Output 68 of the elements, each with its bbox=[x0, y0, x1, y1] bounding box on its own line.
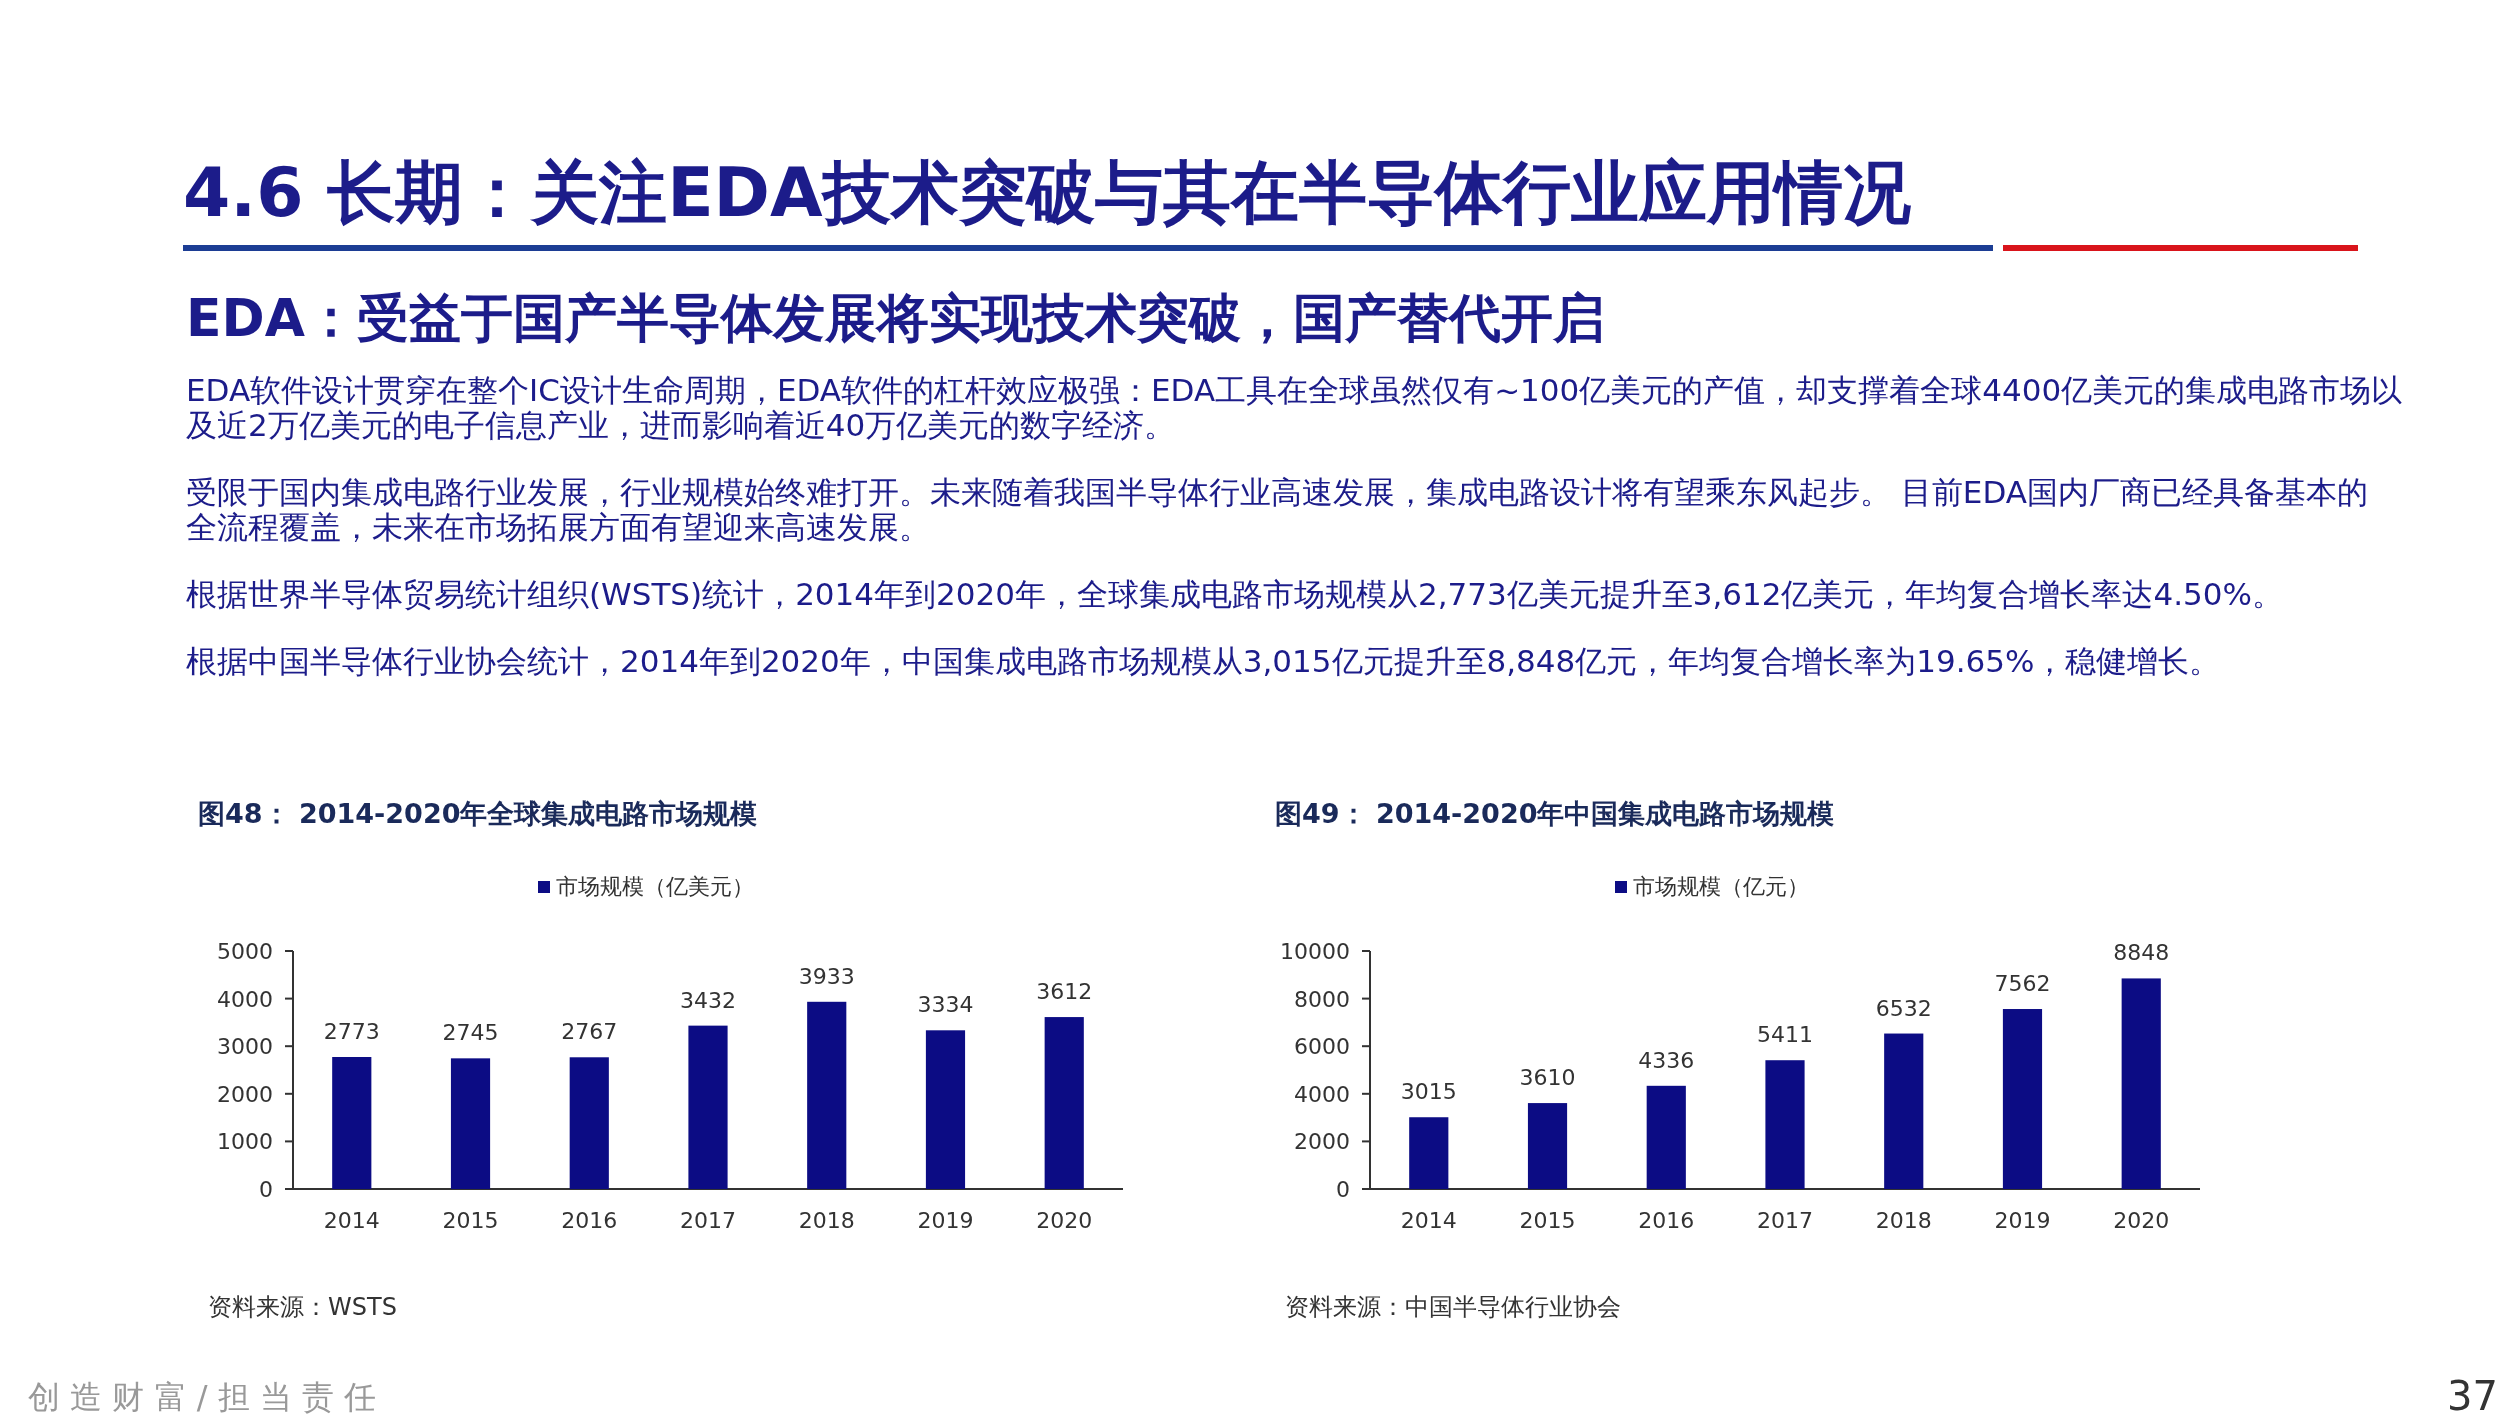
bar bbox=[1765, 1060, 1805, 1189]
x-tick-label: 2017 bbox=[680, 1208, 736, 1233]
x-tick-label: 2018 bbox=[798, 1208, 855, 1233]
data-label: 4336 bbox=[1638, 1047, 1695, 1073]
bar bbox=[2002, 1009, 2043, 1189]
data-label: 3432 bbox=[680, 987, 736, 1013]
text: EDA软件设计贯穿在整个IC设计生命周期，EDA软件的杠杆效应极强：EDA工具在全球虽然仅有~100亿美元的产值，却支撑着全球4400亿美元的集成电路市场以及近2万亿美元的电子信息产业，进而影响着近40万亿美元的数字经济。 bbox=[186, 372, 2403, 443]
y-tick-label: 3000 bbox=[217, 1034, 273, 1060]
data-label: 8848 bbox=[2113, 940, 2170, 966]
bar bbox=[332, 1057, 372, 1190]
data-label: 2767 bbox=[561, 1019, 618, 1045]
bar bbox=[2121, 978, 2161, 1189]
text: 根据中国半导体行业协会统计，2014年到2020年，中国集成电路市场规模从3,015亿元提升至8,848亿元，年均复合增长率为19.65%，稳健增长。 bbox=[186, 643, 2221, 679]
data-label: 5411 bbox=[1757, 1022, 1813, 1048]
text: 根据世界半导体贸易统计组织(WSTS)统计，2014年到2020年，全球集成电路市场规模从2,773亿美元提升至3,612亿美元，年均复合增长率达4.50%。 bbox=[186, 576, 2283, 612]
y-tick-label: 6000 bbox=[1294, 1034, 1350, 1060]
legend-label: 市场规模（亿美元） bbox=[556, 874, 754, 899]
data-label: 2745 bbox=[442, 1020, 499, 1046]
y-tick-label: 0 bbox=[259, 1177, 273, 1202]
data-label: 3933 bbox=[798, 963, 855, 989]
x-tick-label: 2020 bbox=[2113, 1208, 2170, 1233]
data-label: 6532 bbox=[1875, 995, 1932, 1021]
bar bbox=[1044, 1017, 1084, 1189]
y-tick-label: 8000 bbox=[1294, 986, 1350, 1012]
bar bbox=[688, 1025, 728, 1189]
bar bbox=[1527, 1103, 1568, 1189]
bar bbox=[569, 1057, 609, 1189]
x-tick-label: 2015 bbox=[442, 1208, 499, 1233]
data-label: 3612 bbox=[1036, 979, 1093, 1005]
y-tick-label: 10000 bbox=[1280, 939, 1350, 964]
x-tick-label: 2014 bbox=[323, 1208, 380, 1233]
data-label: 3015 bbox=[1400, 1079, 1457, 1105]
text: 37 bbox=[2447, 1373, 2498, 1417]
bar bbox=[925, 1030, 966, 1189]
x-tick-label: 2018 bbox=[1875, 1208, 1932, 1233]
x-tick-label: 2020 bbox=[1036, 1208, 1093, 1233]
data-label: 2773 bbox=[323, 1019, 380, 1045]
chart-title: 图49： 2014-2020年中国集成电路市场规模 bbox=[1275, 798, 1835, 829]
text: 资料来源：中国半导体行业协会 bbox=[1285, 1293, 1621, 1321]
x-tick-label: 2016 bbox=[561, 1208, 618, 1233]
bar bbox=[1646, 1085, 1686, 1189]
y-tick-label: 2000 bbox=[217, 1081, 273, 1107]
x-tick-label: 2019 bbox=[917, 1208, 974, 1233]
y-tick-label: 0 bbox=[1336, 1177, 1350, 1202]
bar bbox=[1409, 1117, 1449, 1189]
text: 受限于国内集成电路行业发展，行业规模始终难打开。未来随着我国半导体行业高速发展，集成电路设计将有望乘东风起步。 目前EDA国内厂商已经具备基本的全流程覆盖，未来在市场拓展方面有望迎来高速发展。 bbox=[186, 474, 2368, 545]
y-tick-label: 2000 bbox=[1294, 1129, 1350, 1155]
y-tick-label: 5000 bbox=[217, 939, 273, 964]
x-tick-label: 2015 bbox=[1519, 1208, 1576, 1233]
y-tick-label: 4000 bbox=[217, 986, 273, 1012]
legend-label: 市场规模（亿元） bbox=[1633, 874, 1809, 899]
x-tick-label: 2017 bbox=[1757, 1208, 1813, 1233]
bar bbox=[1884, 1033, 1924, 1189]
text: 创 造 财 富 / 担 当 责 任 bbox=[28, 1378, 377, 1416]
text: 资料来源：WSTS bbox=[208, 1293, 397, 1321]
data-label: 3334 bbox=[917, 992, 974, 1018]
data-label: 7562 bbox=[1994, 971, 2051, 997]
x-tick-label: 2016 bbox=[1638, 1208, 1695, 1233]
chart-title: 图48： 2014-2020年全球集成电路市场规模 bbox=[198, 798, 758, 829]
x-tick-label: 2019 bbox=[1994, 1208, 2051, 1233]
bar bbox=[450, 1058, 491, 1189]
y-tick-label: 4000 bbox=[1294, 1081, 1350, 1107]
bar bbox=[807, 1001, 847, 1189]
text: 4.6 长期：关注EDA技术突破与其在半导体行业应用情况 bbox=[183, 153, 1911, 232]
x-tick-label: 2014 bbox=[1400, 1208, 1457, 1233]
text: EDA：受益于国产半导体发展将实现技术突破，国产替代开启 bbox=[186, 288, 1605, 348]
y-tick-label: 1000 bbox=[217, 1129, 273, 1155]
data-label: 3610 bbox=[1519, 1065, 1576, 1091]
